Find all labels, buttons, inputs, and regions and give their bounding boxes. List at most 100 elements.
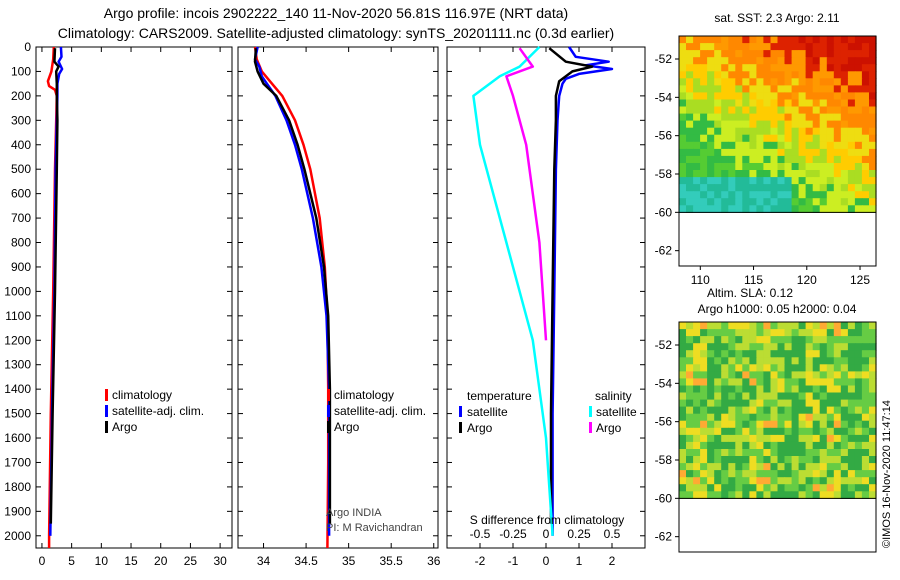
- map-cell: [742, 92, 750, 101]
- map-cell: [791, 413, 800, 422]
- map-cell: [805, 357, 814, 365]
- legend-swatch-climatology: [105, 389, 108, 401]
- map-cell: [742, 371, 750, 380]
- map-cell: [770, 177, 779, 185]
- map-cell: [749, 50, 757, 58]
- map-cell: [693, 427, 701, 436]
- map-cell: [833, 113, 842, 122]
- map-cell: [777, 357, 786, 365]
- map-cell: [756, 470, 764, 478]
- map-cell: [693, 57, 701, 65]
- map-cell: [784, 71, 793, 79]
- map-cell: [686, 477, 694, 485]
- map-cell: [777, 364, 786, 372]
- map-cell: [798, 170, 807, 178]
- series-line-argo: [253, 48, 332, 524]
- map-cell: [728, 198, 736, 206]
- map-cell: [707, 371, 715, 380]
- map-cell: [812, 413, 821, 422]
- map-cell: [721, 163, 729, 171]
- map-cell: [784, 57, 793, 65]
- map-cell: [791, 371, 800, 380]
- map-cell: [700, 134, 708, 143]
- map-cell: [714, 127, 722, 136]
- map-cell: [707, 463, 715, 471]
- map-cell: [805, 364, 814, 372]
- map-cell: [812, 155, 821, 164]
- map-cell: [707, 484, 715, 492]
- map-cell: [763, 427, 771, 436]
- map-cell: [833, 491, 842, 499]
- map-cell: [742, 357, 750, 365]
- map-cell: [861, 113, 870, 122]
- map-cell: [714, 43, 722, 51]
- map-cell: [735, 427, 743, 436]
- legend-swatch-satellite: [327, 405, 330, 417]
- map-cell: [700, 350, 708, 358]
- map-cell: [784, 371, 793, 380]
- map-cell: [742, 191, 750, 199]
- map-cell: [714, 413, 722, 422]
- map-cell: [798, 148, 807, 157]
- map-cell: [749, 170, 757, 178]
- map-cell: [721, 357, 729, 365]
- map-cell: [721, 155, 729, 164]
- map-cell: [869, 434, 877, 443]
- map-cell: [714, 364, 722, 372]
- map-cell: [770, 106, 779, 115]
- map-cell: [756, 350, 764, 358]
- map-cell: [840, 322, 849, 330]
- map-cell: [770, 399, 779, 408]
- map-cell: [777, 198, 786, 206]
- map-cell: [686, 378, 694, 387]
- map-cell: [833, 163, 842, 171]
- map-cell: [742, 434, 750, 443]
- map-cell: [812, 148, 821, 157]
- x-tick-label: 15: [124, 554, 138, 568]
- map-cell: [819, 322, 828, 330]
- map-cell: [686, 470, 694, 478]
- map-cell: [714, 456, 722, 464]
- map-cell: [749, 427, 757, 436]
- map-cell: [833, 36, 842, 44]
- map-cell: [798, 491, 807, 499]
- map-cell: [763, 434, 771, 443]
- map-cell: [679, 449, 687, 457]
- map-cell: [770, 378, 779, 387]
- map-cell: [805, 57, 814, 65]
- map-cell: [784, 184, 793, 192]
- map-cell: [812, 470, 821, 478]
- map-cell: [749, 378, 757, 387]
- map-cell: [798, 392, 807, 401]
- map-cell: [805, 36, 814, 44]
- map-cell: [798, 184, 807, 192]
- map-cell: [679, 477, 687, 485]
- map-cell: [812, 343, 821, 351]
- map-cell: [819, 163, 828, 171]
- map-cell: [679, 120, 687, 129]
- map-cell: [749, 329, 757, 337]
- map-cell: [686, 371, 694, 380]
- map-cell: [791, 399, 800, 408]
- map-cell: [819, 43, 828, 51]
- map-cell: [728, 441, 736, 450]
- map-cell: [812, 57, 821, 65]
- map-cell: [756, 343, 764, 351]
- map-cell: [693, 141, 701, 150]
- map-cell: [854, 184, 863, 192]
- map-cell: [840, 127, 849, 136]
- map-cell: [693, 364, 701, 372]
- map-cell: [686, 99, 694, 108]
- map-cell: [756, 322, 764, 330]
- map-cell: [798, 205, 807, 213]
- map-cell: [714, 163, 722, 171]
- map-cell: [812, 78, 821, 86]
- map-cell: [798, 92, 807, 101]
- map-cell: [847, 184, 856, 192]
- map-cell: [805, 350, 814, 358]
- map-cell: [707, 427, 715, 436]
- map-cell: [686, 205, 694, 213]
- map-cell: [798, 177, 807, 185]
- map-cell: [728, 85, 736, 94]
- map-cell: [756, 198, 764, 206]
